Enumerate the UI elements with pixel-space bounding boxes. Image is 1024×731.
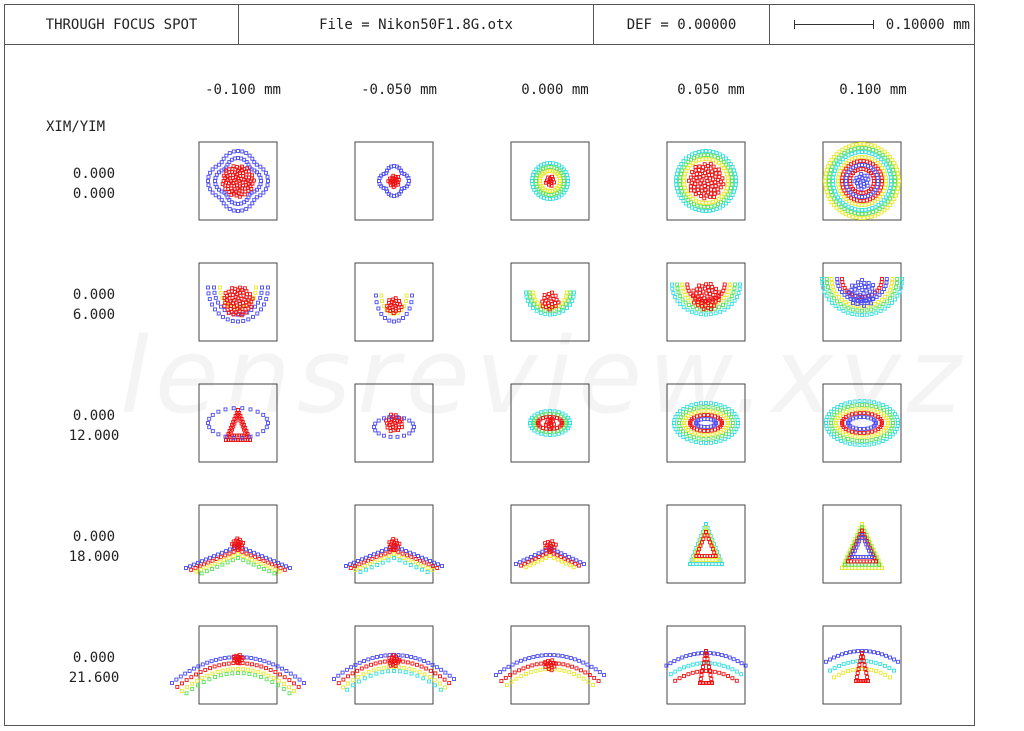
spot-box [354, 262, 434, 342]
defocus-label-3: 0.000 mm [521, 82, 589, 98]
header-bar: THROUGH FOCUS SPOT File = Nikon50F1.8G.o… [4, 4, 975, 45]
spot-box [354, 383, 434, 463]
spot-box [822, 141, 902, 221]
axis-label: XIM/YIM [46, 119, 106, 135]
scale-value: 0.10000 mm [885, 16, 970, 33]
spot-box [822, 625, 902, 705]
spot-box [510, 262, 590, 342]
defocus-label-1: -0.100 mm [205, 82, 281, 98]
plot-title: THROUGH FOCUS SPOT [5, 5, 239, 44]
field-x-4: 0.000 [72, 529, 116, 545]
spot-box [354, 625, 434, 705]
spot-box [666, 383, 746, 463]
field-x-3: 0.000 [72, 408, 116, 424]
spot-box [198, 504, 278, 584]
spot-box [354, 504, 434, 584]
file-name: File = Nikon50F1.8G.otx [239, 5, 594, 44]
scale-bar-icon [793, 20, 874, 29]
defocus-label-2: -0.050 mm [361, 82, 437, 98]
field-y-5: 21.600 [68, 670, 120, 686]
spot-box [354, 141, 434, 221]
field-y-2: 6.000 [72, 307, 116, 323]
field-x-2: 0.000 [72, 287, 116, 303]
spot-box [510, 141, 590, 221]
spot-box [510, 383, 590, 463]
spot-box [666, 141, 746, 221]
defocus-label-5: 0.100 mm [839, 82, 907, 98]
field-x-5: 0.000 [72, 650, 116, 666]
spot-box [822, 383, 902, 463]
field-y-1: 0.000 [72, 186, 116, 202]
spot-box [666, 262, 746, 342]
spot-box [198, 141, 278, 221]
defocus-label-4: 0.050 mm [677, 82, 745, 98]
defocus-value: DEF = 0.00000 [594, 5, 770, 44]
spot-box [198, 383, 278, 463]
field-y-3: 12.000 [68, 428, 120, 444]
spot-box [666, 625, 746, 705]
scale-indicator: 0.10000 mm [770, 5, 974, 44]
spot-box [198, 262, 278, 342]
spot-box [822, 504, 902, 584]
field-y-4: 18.000 [68, 549, 120, 565]
spot-box [666, 504, 746, 584]
field-x-1: 0.000 [72, 166, 116, 182]
spot-box [510, 504, 590, 584]
spot-box [822, 262, 902, 342]
